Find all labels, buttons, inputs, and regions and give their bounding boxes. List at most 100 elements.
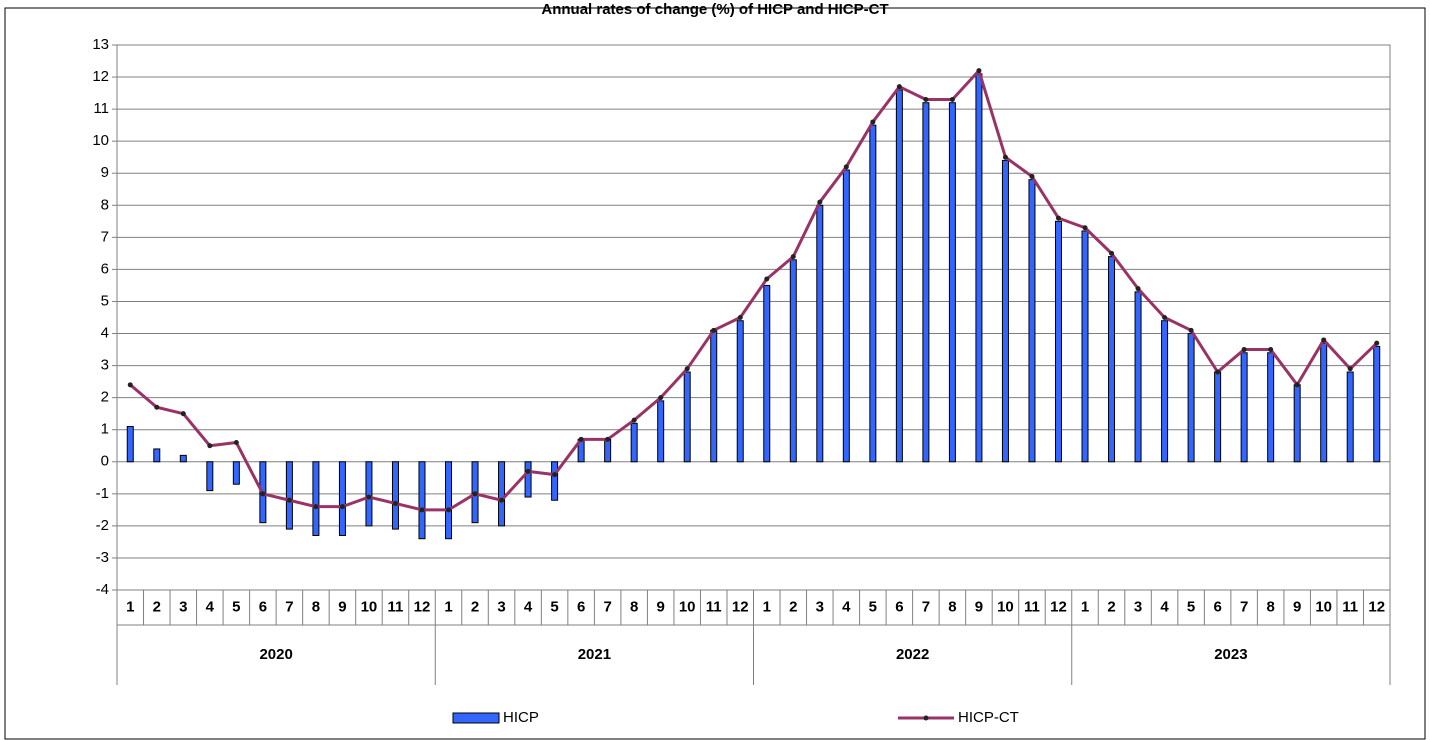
x-tick-label: 9 — [338, 598, 346, 615]
line-marker — [1347, 366, 1353, 372]
bar — [630, 422, 638, 463]
x-tick-label: 8 — [312, 598, 320, 615]
line-marker — [711, 327, 717, 333]
line-marker — [631, 417, 637, 423]
x-tick-label: 4 — [842, 598, 851, 615]
bar — [842, 169, 850, 463]
legend-marker — [923, 715, 929, 721]
line-marker — [154, 404, 160, 410]
y-tick-label: 2 — [101, 389, 109, 406]
line-marker — [1294, 382, 1300, 388]
line-marker — [843, 164, 849, 170]
line-marker — [1162, 315, 1168, 320]
bar — [285, 461, 293, 530]
x-tick-label: 9 — [657, 598, 665, 615]
x-tick-label: 7 — [1240, 598, 1248, 615]
bar — [1001, 159, 1009, 463]
x-tick-label: 2 — [471, 598, 479, 615]
line-marker — [1109, 250, 1115, 256]
plot-area — [116, 44, 1391, 591]
bar — [1293, 384, 1301, 463]
y-tick-label: 12 — [92, 68, 109, 85]
line-marker — [976, 68, 982, 74]
x-tick-label: 6 — [1213, 598, 1221, 615]
bar — [551, 461, 559, 501]
x-tick-label: 8 — [630, 598, 638, 615]
x-tick-label: 9 — [975, 598, 983, 615]
line-marker — [949, 97, 955, 102]
chart-border — [4, 7, 1426, 740]
y-tick-label: 3 — [101, 357, 109, 374]
x-tick-label: 11 — [388, 598, 404, 615]
line-marker — [1135, 286, 1141, 292]
line-marker — [1002, 154, 1008, 160]
group-label: 2021 — [578, 646, 611, 663]
x-tick-label: 7 — [285, 598, 293, 615]
x-tick-label: 9 — [1293, 598, 1301, 615]
group-label: 2023 — [1214, 646, 1247, 663]
line-marker — [233, 440, 239, 446]
bar — [365, 461, 373, 527]
line-marker — [1241, 347, 1247, 353]
line-marker — [499, 497, 505, 503]
x-tick-label: 1 — [444, 598, 452, 615]
y-tick-label: 1 — [101, 421, 109, 438]
x-tick-label: 12 — [732, 598, 749, 615]
bar — [445, 461, 453, 540]
bar — [816, 204, 824, 463]
line-marker — [472, 491, 478, 497]
line-marker — [207, 443, 213, 449]
x-tick-label: 5 — [869, 598, 877, 615]
line-marker — [1188, 327, 1194, 333]
bar — [789, 259, 797, 463]
line-marker — [764, 276, 770, 282]
bar — [1054, 220, 1062, 463]
x-tick-label: 2 — [153, 598, 161, 615]
x-tick-label: 11 — [1024, 598, 1040, 615]
bar — [1081, 230, 1089, 463]
bar — [1108, 256, 1116, 463]
x-tick-label: 12 — [1050, 598, 1067, 615]
x-tick-label: 3 — [1134, 598, 1142, 615]
x-tick-label: 5 — [232, 598, 240, 615]
y-tick-label: -4 — [96, 581, 109, 598]
line-marker — [605, 436, 611, 442]
chart-title: Annual rates of change (%) of HICP and H… — [541, 1, 888, 18]
bar — [1187, 333, 1195, 463]
x-tick-label: 10 — [679, 598, 696, 615]
x-tick-label: 6 — [895, 598, 903, 615]
line-marker — [1374, 340, 1380, 346]
line-marker — [870, 119, 876, 125]
x-tick-label: 12 — [1368, 598, 1385, 615]
line-marker — [658, 395, 664, 401]
bar — [1267, 352, 1275, 463]
bar — [391, 461, 399, 530]
bar — [179, 454, 187, 463]
bar — [1161, 320, 1169, 463]
bar — [763, 284, 771, 463]
line-marker — [923, 97, 929, 102]
line-marker — [1029, 173, 1035, 179]
line-marker — [446, 507, 452, 513]
line-marker — [260, 491, 266, 497]
x-tick-label: 3 — [179, 598, 187, 615]
x-tick-label: 1 — [763, 598, 771, 615]
bar — [869, 124, 877, 463]
bar — [1134, 291, 1142, 463]
group-label: 2022 — [896, 646, 929, 663]
y-tick-label: 8 — [101, 196, 109, 213]
bar — [922, 102, 930, 463]
bar — [1373, 345, 1381, 463]
bar — [418, 461, 426, 540]
bar — [657, 400, 665, 463]
x-tick-label: 10 — [361, 598, 378, 615]
line-marker — [1268, 347, 1274, 353]
legend-label: HICP-CT — [958, 709, 1019, 726]
x-tick-label: 6 — [259, 598, 267, 615]
line-marker — [737, 315, 743, 320]
bar — [1028, 179, 1036, 463]
x-tick-label: 3 — [497, 598, 505, 615]
line-marker — [896, 84, 902, 90]
bar — [206, 461, 214, 492]
